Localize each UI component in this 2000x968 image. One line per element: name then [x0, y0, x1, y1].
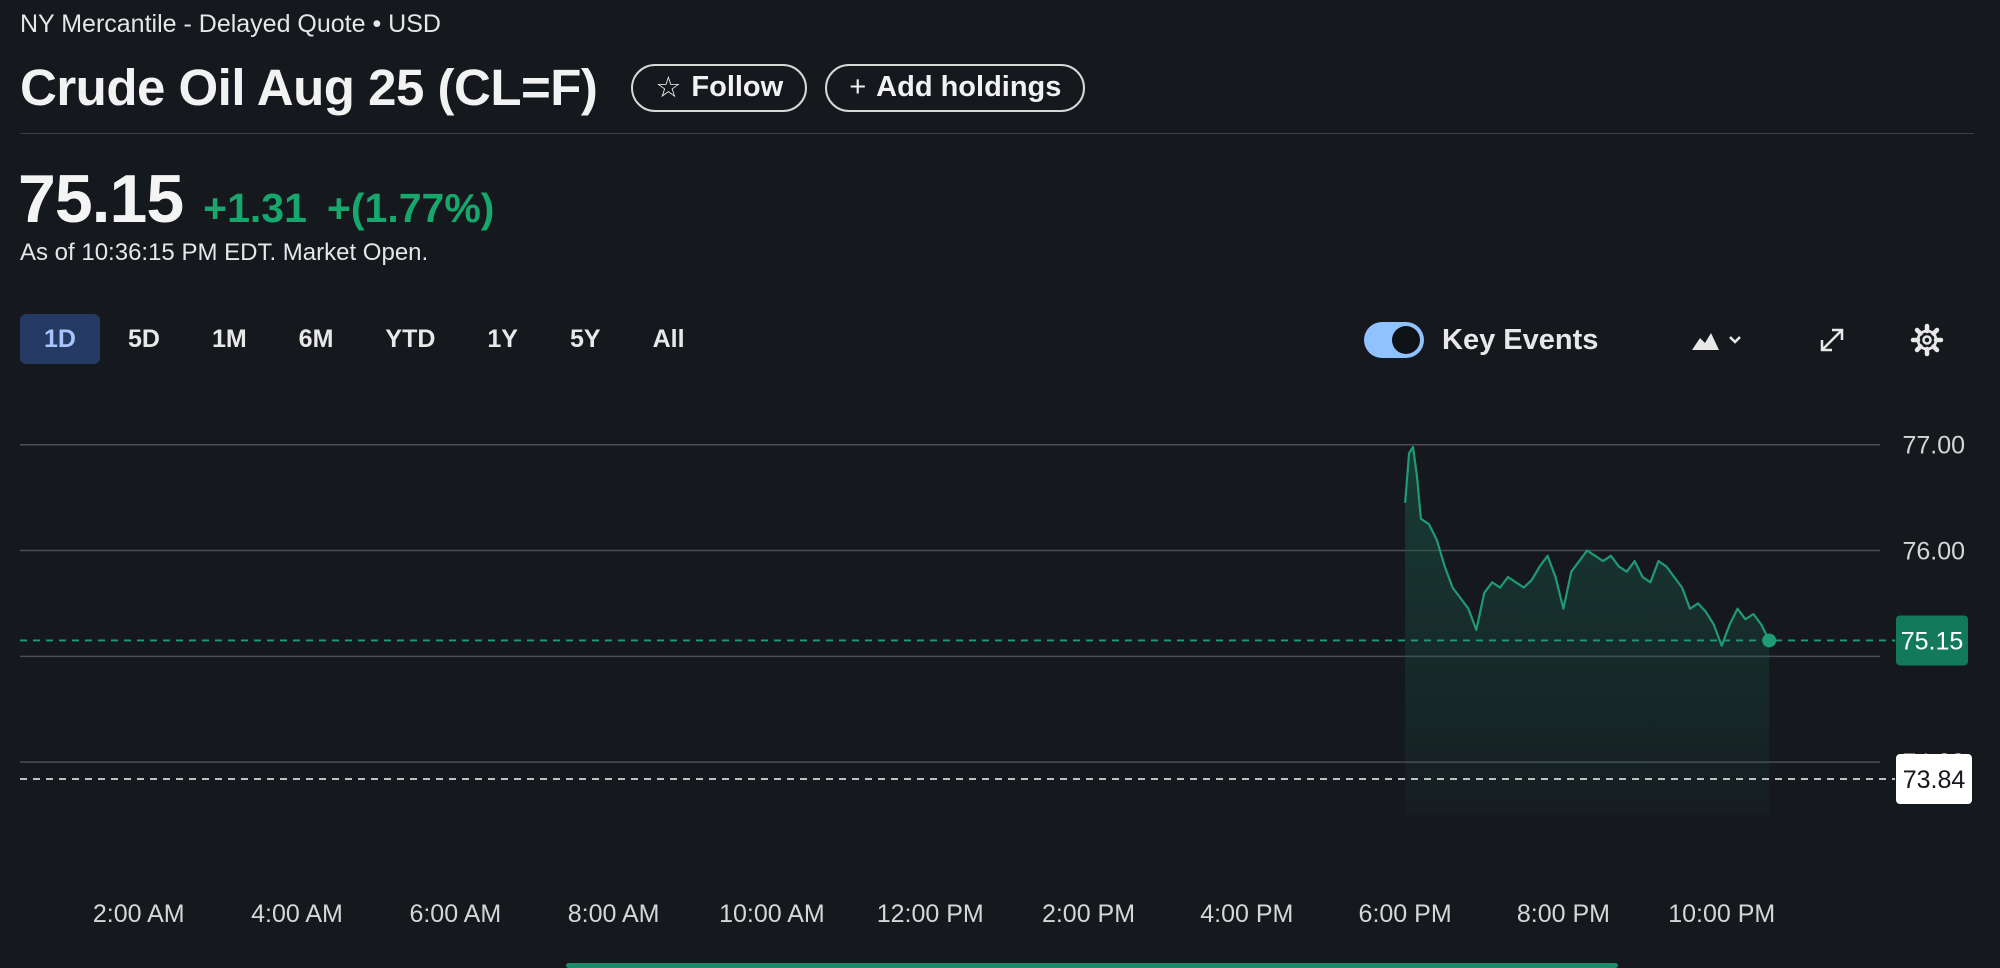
plus-icon: + — [849, 71, 867, 103]
key-events-control: Key Events — [1364, 322, 1598, 358]
key-events-toggle[interactable] — [1364, 322, 1424, 358]
mountain-chart-icon — [1692, 333, 1741, 350]
fullscreen-button[interactable] — [1815, 322, 1849, 358]
range-5y[interactable]: 5Y — [570, 324, 601, 353]
x-tick-label: 8:00 AM — [568, 900, 660, 928]
quote-row: 75.15 +1.31 +(1.77%) — [18, 160, 494, 238]
x-tick-label: 2:00 PM — [1042, 900, 1135, 928]
range-all[interactable]: All — [652, 324, 685, 353]
price-change: +1.31 — [203, 185, 307, 231]
page-title: Crude Oil Aug 25 (CL=F) — [20, 59, 598, 116]
price-change-percent: +(1.77%) — [326, 185, 495, 231]
add-holdings-button[interactable]: + Add holdings — [825, 63, 1086, 112]
previous-close-badge-label: 73.84 — [1903, 766, 1966, 794]
key-events-label: Key Events — [1442, 323, 1599, 356]
chart-type-button[interactable] — [1690, 322, 1750, 358]
gear-icon — [1910, 323, 1944, 357]
quote-timestamp: As of 10:36:15 PM EDT. Market Open. — [20, 239, 429, 266]
add-holdings-label: Add holdings — [876, 71, 1062, 103]
current-price-badge-label: 75.15 — [1901, 627, 1964, 655]
x-tick-label: 2:00 AM — [93, 900, 185, 928]
current-price-badge — [1896, 615, 1968, 666]
x-tick-label: 6:00 PM — [1359, 900, 1452, 928]
x-tick-label: 4:00 PM — [1200, 900, 1293, 928]
x-tick-label: 10:00 AM — [719, 900, 825, 928]
y-tick-label: 77.00 — [1902, 432, 1965, 460]
follow-label: Follow — [691, 71, 784, 103]
range-1d[interactable]: 1D — [20, 314, 100, 364]
x-tick-label: 8:00 PM — [1517, 900, 1610, 928]
range-1y[interactable]: 1Y — [487, 324, 518, 353]
toggle-knob — [1392, 326, 1420, 354]
expand-icon — [1820, 328, 1844, 352]
x-tick-label: 12:00 PM — [877, 900, 984, 928]
x-tick-label: 6:00 AM — [409, 900, 501, 928]
x-tick-label: 10:00 PM — [1668, 900, 1775, 928]
follow-button[interactable]: ☆ Follow — [631, 63, 808, 112]
star-icon: ☆ — [655, 72, 682, 104]
price-line — [1404, 445, 1771, 647]
previous-close-badge — [1896, 754, 1972, 805]
scroll-indicator[interactable] — [566, 963, 1618, 968]
range-6m[interactable]: 6M — [298, 324, 334, 353]
exchange-label: NY Mercantile - Delayed Quote • USD — [20, 10, 441, 38]
x-tick-label: 4:00 AM — [251, 900, 343, 928]
chart-settings-button[interactable] — [1910, 322, 1944, 358]
range-1m[interactable]: 1M — [211, 324, 247, 353]
range-5d[interactable]: 5D — [127, 324, 160, 353]
title-row: Crude Oil Aug 25 (CL=F) ☆ Follow + Add h… — [20, 58, 1086, 117]
current-price: 75.15 — [18, 161, 184, 237]
price-area — [1405, 446, 1770, 815]
range-ytd[interactable]: YTD — [385, 324, 436, 353]
range-selector: 1D 5D 1M 6M YTD 1Y 5Y All — [20, 314, 713, 364]
header-divider — [20, 133, 1974, 134]
y-tick-label: 76.00 — [1902, 538, 1965, 566]
current-price-dot — [1762, 633, 1777, 648]
